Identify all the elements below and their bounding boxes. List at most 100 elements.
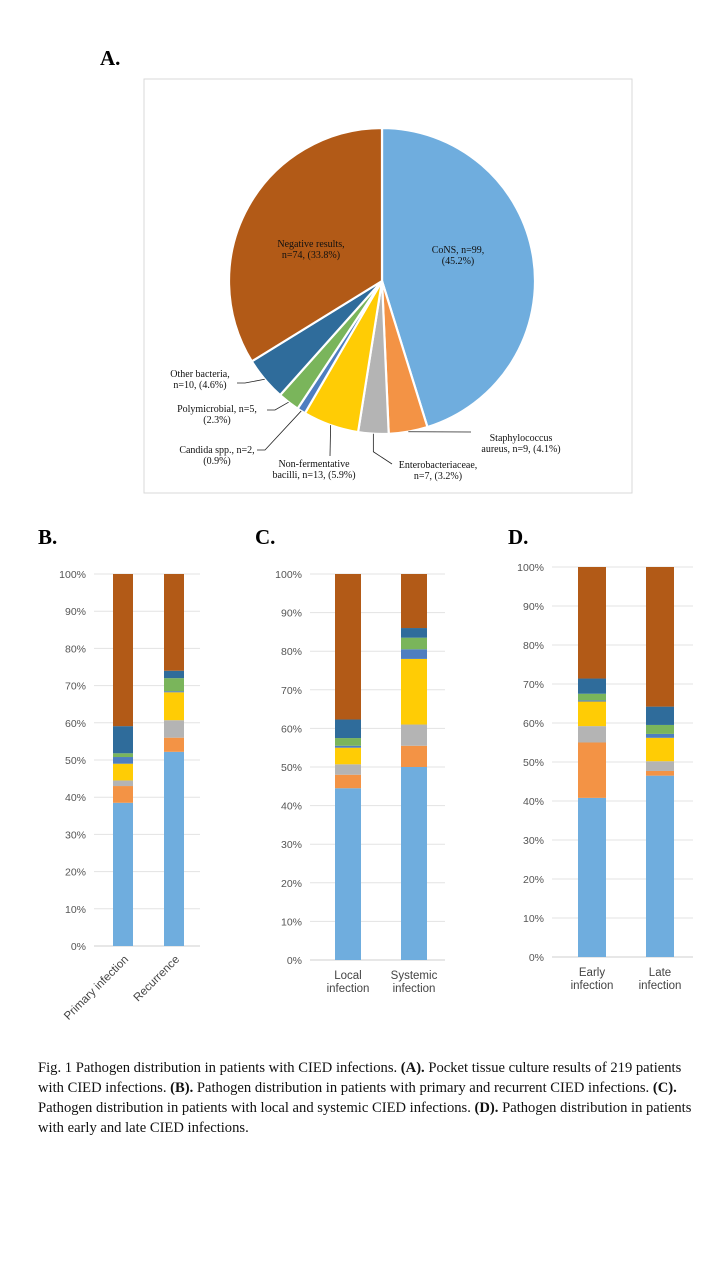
panel-d-bar-early-infection-staphylococcus-aureus (578, 742, 606, 798)
panel-d-ytick-label: 60% (523, 718, 544, 730)
panel-c-bar-local-infection-enterobacteriaceae (335, 764, 361, 775)
panel-c-letter: C. (255, 525, 275, 549)
pie-label-enterobacteriaceae: n=7, (3.2%) (414, 471, 462, 482)
panel-d-category-label: infection (639, 980, 682, 992)
panel-d-ytick-label: 0% (529, 952, 544, 964)
pie-leader-non-fermentative-bacilli (329, 425, 332, 457)
panel-c-category-label: infection (327, 983, 370, 995)
panel-b-ytick-label: 10% (65, 904, 86, 916)
panel-d-bar-late-infection-other-bacteria (646, 706, 674, 725)
pie-label-polymicrobial: Polymicrobial, n=5, (177, 404, 257, 415)
panel-b-chart: 0% 10% 20% 30% 40% 50% 60% 70% 80% 90% 100% Primary… (59, 569, 200, 1023)
panel-b-ytick-label: 70% (65, 681, 86, 693)
pie-label-non-fermentative-bacilli: bacilli, n=13, (5.9%) (272, 470, 355, 481)
panel-d-bar-late-infection-non-fermentative-bacilli (646, 737, 674, 762)
pie-label-negative-results: Negative results, (277, 239, 344, 250)
panel-c-ytick-label: 20% (281, 878, 302, 890)
panel-b-bar-primary-infection-other-bacteria (113, 726, 133, 754)
panel-b-bar-primary-infection-candida-spp (113, 757, 133, 764)
panel-c-bar-local-infection-candida-spp (335, 745, 361, 748)
panel-d-bar-early-infection-cons (578, 797, 606, 957)
panel-b-bar-recurrence-staphylococcus-aureus (164, 737, 184, 752)
caption-a-label: (A). (400, 1060, 425, 1076)
panel-d-category-label: infection (571, 980, 614, 992)
panel-b-ytick-label: 100% (59, 569, 86, 581)
panel-c-ytick-label: 90% (281, 608, 302, 620)
panel-c-ytick-label: 60% (281, 723, 302, 735)
panel-c-category-label: Local (334, 970, 362, 982)
panel-b-bar-recurrence-other-bacteria (164, 670, 184, 679)
panel-b-ytick-label: 90% (65, 606, 86, 618)
panel-d-ytick-label: 50% (523, 757, 544, 769)
panel-d-bar-late-infection-enterobacteriaceae (646, 761, 674, 771)
panel-b-bar-primary-infection-polymicrobial (113, 753, 133, 758)
panel-d-bar-late-infection-polymicrobial (646, 724, 674, 734)
panel-b-bar-primary-infection-non-fermentative-bacilli (113, 763, 133, 781)
panel-d-ytick-label: 10% (523, 913, 544, 925)
caption-a-text: Pocket tissue culture results of 219 pat… (38, 1060, 682, 1096)
panel-b-ytick-label: 30% (65, 829, 86, 841)
pie-label-staphylococcus-aureus: Staphylococcus (490, 433, 553, 444)
pie-label-non-fermentative-bacilli: Non-fermentative (278, 459, 350, 470)
panel-c-ytick-label: 100% (275, 569, 302, 581)
panel-d-bar-late-infection-staphylococcus-aureus (646, 770, 674, 776)
panel-b-letter: B. (38, 525, 57, 549)
pie-slice-cons (380, 126, 537, 429)
panel-d-bar-early-infection-other-bacteria (578, 678, 606, 694)
panel-c-bar-systemic-infection-candida-spp (401, 649, 427, 659)
panel-b-bar-recurrence-negative-results (164, 574, 184, 671)
panel-d-ytick-label: 70% (523, 679, 544, 691)
panel-c-chart: 0%10%20%30%40%50%60%70%80%90%100%Localin… (275, 569, 445, 995)
panel-b-category-label: Primary infection (62, 954, 131, 1023)
panel-b-ytick-label: 80% (65, 643, 86, 655)
pie-label-candida-spp: (0.9%) (203, 456, 231, 467)
pie-label-enterobacteriaceae: Enterobacteriaceae, (399, 460, 478, 471)
panel-b-ytick-label: 60% (65, 718, 86, 730)
panel-b-bar-primary-infection-cons (113, 802, 133, 946)
panel-d-bar-early-infection-enterobacteriaceae (578, 726, 606, 743)
panel-b-bar-recurrence-non-fermentative-bacilli (164, 692, 184, 721)
panel-d-letter: D. (508, 525, 528, 549)
panel-b-bar-recurrence-cons (164, 751, 184, 946)
panel-b-bar-primary-infection-staphylococcus-aureus (113, 786, 133, 803)
pie-leader-other-bacteria (237, 378, 265, 384)
panel-d-bar-late-infection-cons (646, 775, 674, 957)
pie-label-other-bacteria: n=10, (4.6%) (173, 380, 226, 391)
panel-d-category-label: Early (579, 967, 605, 979)
pie-label-negative-results: n=74, (33.8%) (282, 250, 340, 261)
panel-c-bar-local-infection-other-bacteria (335, 719, 361, 739)
caption-c-label: (C). (652, 1080, 677, 1096)
panel-c-bar-local-infection-staphylococcus-aureus (335, 774, 361, 789)
panel-d-bar-early-infection-non-fermentative-bacilli (578, 701, 606, 727)
caption-d-text: Pathogen distribution in patients with e… (38, 1100, 692, 1136)
caption-c-text: Pathogen distribution in patients with l… (38, 1100, 475, 1116)
panel-c-ytick-label: 10% (281, 916, 302, 928)
panel-d-bar-late-infection-negative-results (646, 567, 674, 707)
panel-c-bar-local-infection-negative-results (335, 574, 361, 720)
panel-b-bar-primary-infection-negative-results (113, 574, 133, 727)
panel-d-ytick-label: 20% (523, 874, 544, 886)
panel-b-bar-primary-infection-enterobacteriaceae (113, 780, 133, 787)
panel-d-chart: 0%10%20%30%40%50%60%70%80%90%100%Earlyin… (517, 562, 693, 992)
caption-d-label: (D). (474, 1100, 499, 1116)
panel-d-ytick-label: 30% (523, 835, 544, 847)
panel-b-bar-recurrence-enterobacteriaceae (164, 720, 184, 738)
panel-c-bar-systemic-infection-other-bacteria (401, 628, 427, 638)
panel-d-ytick-label: 90% (523, 601, 544, 613)
panel-c-ytick-label: 30% (281, 839, 302, 851)
panel-a-letter: A. (100, 46, 120, 70)
panel-b-ytick-label: 50% (65, 755, 86, 767)
panel-d-bar-early-infection-negative-results (578, 567, 606, 679)
panel-c-category-label: Systemic (391, 970, 438, 982)
panel-c-ytick-label: 50% (281, 762, 302, 774)
panel-d-ytick-label: 40% (523, 796, 544, 808)
panel-c-bar-local-infection-non-fermentative-bacilli (335, 747, 361, 765)
panel-c-bar-systemic-infection-polymicrobial (401, 637, 427, 650)
panel-b-ytick-label: 20% (65, 867, 86, 879)
panel-c-bar-systemic-infection-negative-results (401, 574, 427, 629)
panel-b-category-label: Recurrence (132, 954, 183, 1005)
panel-d-ytick-label: 100% (517, 562, 544, 574)
panel-d-bar-late-infection-candida-spp (646, 733, 674, 738)
pie-leader-enterobacteriaceae (372, 433, 393, 465)
